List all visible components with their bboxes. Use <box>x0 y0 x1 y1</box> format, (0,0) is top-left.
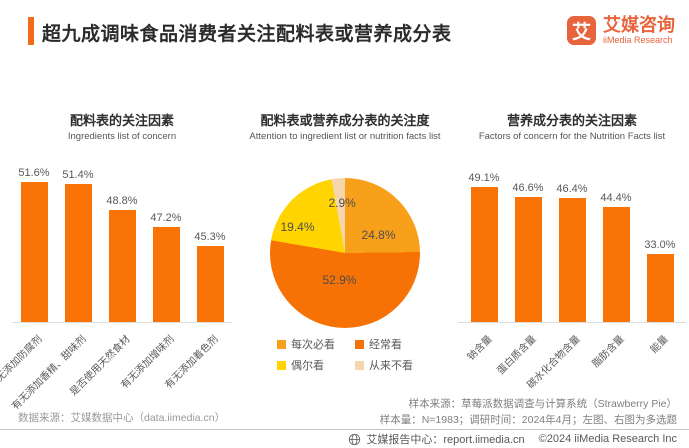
pie-slice-label: 24.8% <box>361 227 396 242</box>
chart-title: 营养成分表的关注因素 <box>506 113 637 128</box>
ingredients-list-chart-panel: 配料表的关注因素 Ingredients list of concern 51.… <box>0 108 232 412</box>
nutrition-facts-chart-panel: 营养成分表的关注因素 Factors of concern for the Nu… <box>458 108 686 408</box>
attention-pie-chart-panel: 配料表或营养成分表的关注度 Attention to ingredient li… <box>236 108 454 408</box>
bar-value-label: 51.4% <box>62 169 94 181</box>
bar-column: 51.4% 有无添加香精、甜味剂 <box>10 164 99 412</box>
legend-label: 从来不看 <box>369 360 413 372</box>
report-center-item: 艾媒报告中心：report.iimedia.cn <box>348 431 525 447</box>
bar-column: 48.8% 是否使用天然食材 <box>68 164 143 398</box>
pie-legend: 每次必看 经常看 偶尔看 从来不看 <box>236 336 454 373</box>
bar-column: 47.2% 有无添加增味剂 <box>119 164 187 391</box>
bar-column: 46.6% 蛋白质含量 <box>495 164 549 377</box>
pie-slice-label: 52.9% <box>322 272 357 287</box>
bar-column: 49.1% 钠含量 <box>464 164 505 363</box>
category-label: 有无添加香精、甜味剂 <box>10 333 89 413</box>
bar <box>558 198 586 322</box>
chart-subtitle: Ingredients list of concern <box>67 131 177 142</box>
bar <box>64 184 92 322</box>
bar <box>646 254 674 322</box>
bar <box>152 226 180 322</box>
bar-value-label: 33.0% <box>644 239 676 251</box>
chart-title: 配料表或营养成分表的关注度 <box>260 113 430 128</box>
bar-column: 51.6% 有无添加防腐剂 <box>0 164 55 391</box>
report-center-url: 艾媒报告中心：report.iimedia.cn <box>366 434 525 446</box>
bar-column: 44.4% 脂肪含量 <box>591 164 637 370</box>
iimedia-logo-icon: 艾 <box>567 16 596 46</box>
legend-item: 每次必看 <box>277 336 335 352</box>
footer-bar: 艾媒报告中心：report.iimedia.cn ©2024 iiMedia R… <box>0 429 689 448</box>
sample-source-note: 样本来源：草莓派数据调查与计算系统（Strawberry Pie） <box>408 398 677 410</box>
bar-value-label: 48.8% <box>106 195 138 208</box>
pie-chart: 24.8% 52.9% 19.4% 2.9% <box>270 178 420 328</box>
logo-name-en: iiMedia Research <box>603 34 673 45</box>
bar-chart: 51.6% 有无添加防腐剂 51.4% 有无添加香精、甜味剂 48.8% 是否使… <box>0 164 232 412</box>
iimedia-logo: 艾 艾媒咨询 iiMedia Research <box>567 16 675 46</box>
bar <box>196 246 224 322</box>
bar-value-label: 47.2% <box>150 211 182 224</box>
category-label: 钠含量 <box>465 333 495 363</box>
bar <box>602 206 630 322</box>
bar-value-label: 51.6% <box>18 167 50 179</box>
globe-icon <box>349 433 361 445</box>
bar-column: 46.4% 碳水化合物含量 <box>525 164 593 391</box>
logo-name-cn: 艾媒咨询 <box>603 15 675 35</box>
category-label: 脂肪含量 <box>590 333 627 370</box>
legend-label: 每次必看 <box>291 339 335 351</box>
logo-text: 艾媒咨询 iiMedia Research <box>603 16 675 46</box>
bar-column: 33.0% 能量 <box>640 164 681 356</box>
bar <box>20 182 48 322</box>
sample-notes: 样本来源：草莓派数据调查与计算系统（Strawberry Pie） 样本量：N=… <box>380 396 677 429</box>
pie-graphic <box>270 178 420 328</box>
legend-label: 偶尔看 <box>291 360 324 372</box>
legend-swatch <box>355 360 364 370</box>
legend-label: 经常看 <box>369 339 402 351</box>
chart-subtitle: Attention to ingredient list or nutritio… <box>249 131 441 142</box>
legend-item: 经常看 <box>355 336 413 352</box>
bar <box>108 210 136 322</box>
page-title: 超九成调味食品消费者关注配料表或营养成分表 <box>42 24 452 45</box>
data-source-note: 数据来源：艾媒数据中心（data.iimedia.cn） <box>18 412 226 424</box>
chart-title: 配料表的关注因素 <box>69 113 174 128</box>
pie-slice-label: 19.4% <box>280 220 315 234</box>
bar <box>470 187 498 322</box>
copyright-text: ©2024 iiMedia Research Inc <box>538 433 677 445</box>
bar-value-label: 49.1% <box>468 172 500 184</box>
bar-value-label: 44.4% <box>600 191 632 204</box>
legend-swatch <box>277 360 286 370</box>
bar-value-label: 46.4% <box>556 183 588 196</box>
bar-column: 45.3% 有无添加着色剂 <box>163 164 231 391</box>
title-accent-bar <box>28 17 34 45</box>
chart-subtitle: Factors of concern for the Nutrition Fac… <box>478 131 666 142</box>
bar <box>514 197 542 322</box>
pie-slice-label: 2.9% <box>328 196 356 210</box>
legend-item: 偶尔看 <box>277 357 335 373</box>
category-label: 能量 <box>648 333 671 356</box>
bar-chart: 49.1% 钠含量 46.6% 蛋白质含量 46.4% 碳水化合物含量 44.4… <box>458 164 686 391</box>
legend-item: 从来不看 <box>355 357 413 373</box>
bar-value-label: 46.6% <box>512 182 544 195</box>
bar-value-label: 45.3% <box>194 231 226 243</box>
sample-info-note: 样本量：N=1983；调研时间：2024年4月；左图、右图为多选题 <box>379 414 677 427</box>
legend-swatch <box>355 339 364 349</box>
legend-swatch <box>277 339 286 349</box>
